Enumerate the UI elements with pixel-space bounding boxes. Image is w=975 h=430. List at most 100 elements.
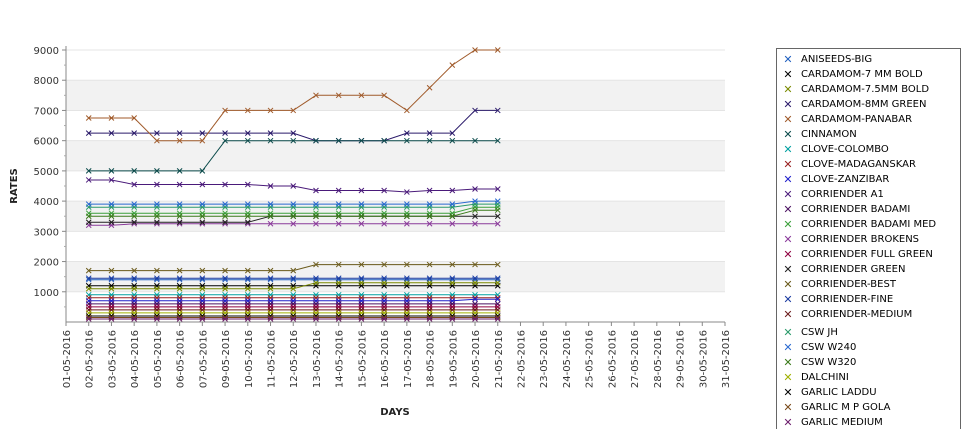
data-point <box>108 201 115 207</box>
legend-item: ✕ CINNAMON <box>777 127 960 142</box>
x-tick-label: 26-05-2016 <box>607 330 618 388</box>
data-point <box>244 267 251 274</box>
data-point <box>313 201 319 207</box>
y-tick-label: 8000 <box>34 76 59 87</box>
grid-band <box>66 261 725 292</box>
series-layer <box>85 47 501 322</box>
legend-marker-icon: ✕ <box>783 326 793 339</box>
x-tick-label: 20-05-2016 <box>471 330 482 388</box>
legend-item: ✕ CARDAMOM-7 MM BOLD <box>777 67 960 82</box>
legend-label: GARLIC LADDU <box>801 387 877 398</box>
data-point <box>154 275 160 282</box>
data-point <box>222 107 228 114</box>
data-point <box>154 137 160 144</box>
x-tick-label: 13-05-2016 <box>312 330 323 388</box>
data-point <box>85 285 92 292</box>
data-point <box>154 201 160 207</box>
data-point <box>313 220 319 227</box>
legend-marker-icon: ✕ <box>783 188 793 201</box>
x-tick-label: 19-05-2016 <box>448 330 459 388</box>
data-point <box>108 130 115 136</box>
data-point <box>176 213 183 220</box>
data-point <box>222 137 228 144</box>
legend-item: ✕ CORRIENDER-MEDIUM <box>777 307 960 322</box>
legend-label: CLOVE-COLOMBO <box>801 144 889 155</box>
legend-label: CORRIENDER-MEDIUM <box>801 309 913 320</box>
data-point <box>267 275 274 282</box>
legend-marker-icon: ✕ <box>783 203 793 216</box>
data-point <box>335 137 342 144</box>
legend-marker-icon: ✕ <box>783 356 793 369</box>
data-point <box>290 201 297 207</box>
legend-item: ✕ CARDAMOM-PANABAR <box>777 112 960 127</box>
data-point <box>335 220 342 227</box>
data-point <box>290 130 297 136</box>
legend-item: ✕ CORRIENDER-FINE <box>777 292 960 307</box>
data-point <box>449 201 456 207</box>
data-point <box>494 137 501 144</box>
legend-marker-icon: ✕ <box>783 293 793 306</box>
data-point <box>85 130 92 136</box>
data-point <box>176 285 183 292</box>
data-point <box>131 168 138 174</box>
data-point <box>426 213 433 220</box>
data-point <box>404 220 410 227</box>
legend-marker-icon: ✕ <box>783 401 793 414</box>
legend-item: ✕ CARDAMOM-7.5MM BOLD <box>777 82 960 97</box>
data-point <box>108 316 115 322</box>
legend-marker-icon: ✕ <box>783 128 793 141</box>
legend-marker-icon: ✕ <box>783 341 793 354</box>
series-line <box>88 109 498 142</box>
data-point <box>131 115 138 121</box>
legend-label: GARLIC MEDIUM <box>801 417 883 428</box>
data-point <box>335 201 342 207</box>
data-point <box>494 279 501 286</box>
data-point <box>108 213 115 220</box>
x-tick-label: 29-05-2016 <box>676 330 687 388</box>
legend-marker-icon: ✕ <box>783 308 793 321</box>
data-point <box>494 213 501 220</box>
data-point <box>472 207 478 214</box>
x-tick-label: 03-05-2016 <box>107 330 118 388</box>
series-corriender-medium <box>85 307 501 313</box>
data-point <box>449 213 456 220</box>
data-point <box>449 275 456 282</box>
legend-label: CARDAMOM-7.5MM BOLD <box>801 84 930 95</box>
data-point <box>358 92 365 99</box>
data-point <box>472 316 478 322</box>
series-clove-colombo <box>85 291 501 298</box>
legend-label: CSW W240 <box>801 342 857 353</box>
data-point <box>199 130 206 136</box>
data-point <box>313 137 319 144</box>
data-point <box>131 285 138 292</box>
data-point <box>404 201 410 207</box>
x-tick-label: 07-05-2016 <box>198 330 209 388</box>
data-point <box>267 137 274 144</box>
data-point <box>381 275 387 282</box>
data-point <box>494 47 501 53</box>
data-point <box>85 219 92 226</box>
data-point <box>244 181 251 188</box>
x-axis-label: DAYS <box>380 407 410 418</box>
data-point <box>404 279 410 286</box>
data-point <box>381 261 387 268</box>
data-point <box>108 219 115 226</box>
x-tick-label: 06-05-2016 <box>176 330 187 388</box>
data-point <box>290 213 297 220</box>
data-point <box>176 168 183 174</box>
data-point <box>131 316 138 322</box>
data-point <box>381 213 387 220</box>
legend-marker-icon: ✕ <box>783 386 793 399</box>
data-point <box>358 187 365 194</box>
legend-marker-icon: ✕ <box>783 371 793 384</box>
x-ticks: 01-05-2016 02-05-2016 03-05-2016 04-05-2016… <box>62 322 732 388</box>
data-point <box>176 137 183 144</box>
y-tick-label: 2000 <box>34 258 59 269</box>
data-point <box>154 267 160 274</box>
data-point <box>290 275 297 282</box>
data-point <box>199 316 206 322</box>
data-point <box>267 130 274 136</box>
data-point <box>131 201 138 207</box>
legend-marker-icon: ✕ <box>783 68 793 81</box>
